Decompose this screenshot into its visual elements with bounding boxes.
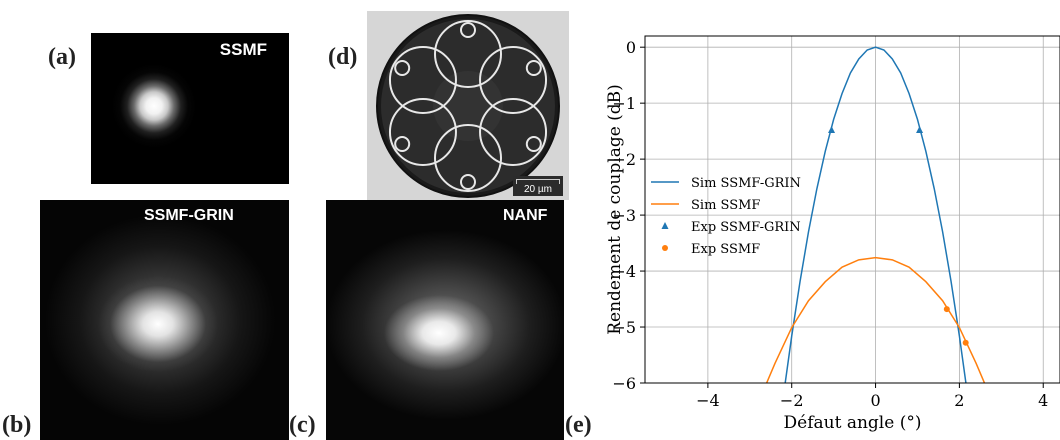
x-tick-label: 0: [870, 391, 880, 410]
legend-label-exp-ssmf-grin: Exp SSMF-GRIN: [691, 220, 801, 235]
panel-label-d: (d): [328, 44, 358, 70]
legend-symbol-exp-ssmf: [662, 245, 668, 251]
panel-label-b: (b): [2, 412, 32, 438]
anti-resonant-tubes: [388, 20, 548, 192]
ssmf-mode-image: SSMF: [91, 33, 289, 184]
chart-legend: Sim SSMF-GRIN Sim SSMF Exp SSMF-GRIN Exp SS…: [651, 176, 801, 257]
point-exp-ssmf-grin: [916, 126, 924, 134]
legend-label-sim-ssmf-grin: Sim SSMF-GRIN: [691, 176, 801, 191]
legend-symbol-exp-ssmf-grin: [661, 222, 669, 229]
y-tick-label: −3: [612, 206, 636, 225]
outer-tube: [434, 20, 502, 88]
ssmf-image-title: SSMF: [219, 40, 267, 59]
outer-tube: [479, 46, 548, 114]
nested-tube: [460, 174, 476, 190]
x-tick-label: 2: [954, 391, 964, 410]
nanf-mode-image: NANF: [326, 200, 564, 440]
y-tick-label: −1: [612, 94, 636, 113]
panel-label-e: (e): [565, 412, 592, 438]
outer-tube: [388, 98, 457, 166]
y-tick-label: −5: [612, 318, 636, 337]
sem-scale-bar: 20 µm: [513, 176, 563, 196]
x-tick-label: 4: [1038, 391, 1048, 410]
y-tick-label: −4: [612, 262, 636, 281]
x-axis-label: Défaut angle (°): [784, 413, 922, 433]
point-exp-ssmf: [943, 306, 950, 313]
y-tick-label: −2: [612, 150, 636, 169]
x-tick-label: −2: [780, 391, 804, 410]
y-tick-label: 0: [626, 38, 636, 57]
panel-label-c: (c): [289, 412, 316, 438]
scale-bar-label: 20 µm: [524, 184, 552, 195]
legend-label-sim-ssmf: Sim SSMF: [691, 198, 760, 213]
panel-label-a: (a): [48, 44, 76, 70]
y-axis-label: Rendement de couplage (dB): [605, 84, 625, 335]
chart-series: [765, 46, 986, 383]
plot-frame: [644, 35, 1060, 384]
ssmf-grin-mode-image: SSMF-GRIN: [40, 200, 289, 440]
nanf-cross-section: [376, 14, 560, 198]
outer-tube: [388, 46, 457, 114]
nested-tube: [525, 60, 542, 76]
point-exp-ssmf: [962, 339, 969, 346]
series-sim-ssmf-grin: [784, 46, 967, 383]
outer-tube: [479, 98, 548, 166]
nested-tube: [394, 136, 411, 152]
nanf-sem-image: 20 µm: [367, 11, 569, 200]
nanf-image-title: NANF: [503, 207, 548, 224]
series-sim-ssmf: [765, 256, 986, 383]
outer-tube: [434, 124, 502, 192]
x-tick-label: −4: [696, 391, 720, 410]
y-tick-label: −6: [612, 374, 636, 393]
ssmf-grin-image-title: SSMF-GRIN: [144, 207, 234, 224]
point-exp-ssmf-grin: [828, 126, 836, 134]
nested-tube: [525, 136, 542, 152]
nested-tube: [460, 22, 476, 38]
legend-label-exp-ssmf: Exp SSMF: [691, 242, 760, 257]
nested-tube: [394, 60, 411, 76]
chart-axes: −4 −2 0 2 4 0 −1 −2 −3 −4 −5 −6: [612, 35, 1060, 410]
